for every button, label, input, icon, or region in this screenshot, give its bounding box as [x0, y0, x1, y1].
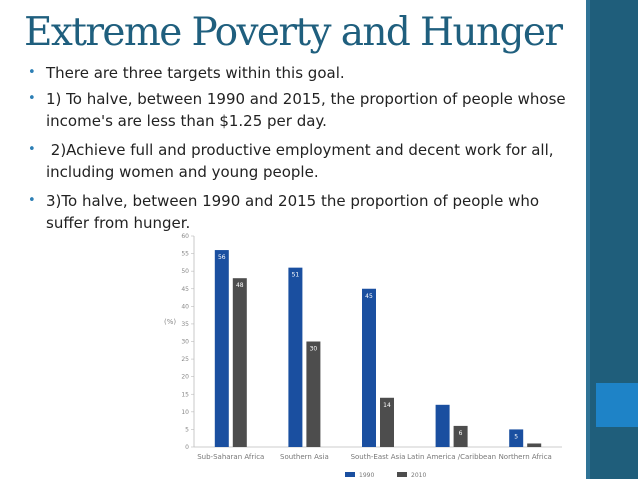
bullet-text: 2)Achieve full and productive employment…	[46, 141, 559, 181]
y-tick-label: 55	[181, 251, 189, 258]
bullet-list: • There are three targets within this go…	[26, 62, 586, 241]
bar-2010-latin-america-caribbean	[453, 425, 468, 447]
x-tick-label: Sub-Saharan Africa	[197, 453, 264, 461]
bar-2010-southern-asia	[306, 341, 321, 447]
y-tick-label: 10	[181, 409, 189, 416]
bar-value-label: 45	[365, 293, 373, 300]
y-tick-label: 60	[181, 233, 189, 240]
y-tick-label: 15	[181, 391, 189, 398]
bullet-text: There are three targets within this goal…	[46, 64, 345, 82]
side-bar-edge	[586, 0, 590, 479]
x-tick-label: South-East Asia	[351, 453, 406, 461]
x-tick-label: Latin America /Caribbean	[407, 453, 496, 461]
bar-1990-latin-america-caribbean	[435, 404, 450, 447]
y-tick-label: 50	[181, 268, 189, 275]
bar-value-label: 51	[292, 272, 300, 279]
bullet-text: 3)To halve, between 1990 and 2015 the pr…	[46, 192, 540, 232]
bar-2010-northern-africa	[527, 443, 542, 447]
legend-swatch-1990	[345, 472, 355, 477]
bar-value-label: 30	[310, 346, 318, 353]
bullet-item: • 2)Achieve full and productive employme…	[26, 139, 586, 183]
side-bar-accent	[596, 383, 638, 427]
y-tick-label: 20	[181, 374, 189, 381]
y-tick-label: 0	[185, 444, 189, 451]
bar-1990-south-east-asia	[362, 288, 376, 447]
bar-chart: 0 5 10 15 20 25 30 35 40 45 50 55 60 (%) 56 48 Sub-Sahar…	[150, 228, 570, 479]
legend-label: 2010	[411, 472, 426, 479]
bar-value-label: 56	[218, 254, 226, 261]
y-tick-label: 25	[181, 356, 189, 363]
bar-value-label: 48	[236, 282, 244, 289]
y-tick-label: 40	[181, 303, 189, 310]
bullet-dot-icon: •	[28, 91, 36, 106]
bullet-item: • 1) To halve, between 1990 and 2015, th…	[26, 88, 586, 132]
chart-svg: 051015202530354045505560(%)5648Sub-Sahar…	[164, 233, 562, 479]
y-axis-label: (%)	[164, 318, 176, 326]
bar-1990-southern-asia	[288, 267, 303, 447]
bar-1990-northern-africa	[509, 429, 524, 447]
bar-1990-sub-saharan-africa	[214, 250, 229, 447]
x-tick-label: Southern Asia	[280, 453, 329, 461]
bar-value-label: 6	[459, 430, 463, 437]
x-tick-label: Northern Africa	[499, 453, 552, 461]
y-tick-label: 30	[181, 339, 189, 346]
bullet-item: • 3)To halve, between 1990 and 2015 the …	[26, 190, 586, 234]
bullet-dot-icon: •	[28, 65, 36, 80]
y-tick-label: 5	[185, 426, 189, 433]
y-tick-label: 45	[181, 286, 189, 293]
bar-value-label: 5	[514, 433, 518, 440]
bar-value-label: 14	[383, 402, 391, 409]
slide-title: Extreme Poverty and Hunger	[24, 10, 563, 55]
bullet-dot-icon: •	[28, 193, 36, 208]
legend-label: 1990	[359, 472, 374, 479]
bullet-dot-icon: •	[28, 142, 36, 157]
bullet-item: • There are three targets within this go…	[26, 62, 586, 84]
legend-swatch-2010	[397, 472, 407, 477]
bullet-text: 1) To halve, between 1990 and 2015, the …	[46, 90, 566, 130]
bar-2010-sub-saharan-africa	[232, 278, 247, 447]
bar-2010-south-east-asia	[380, 397, 394, 447]
y-tick-label: 35	[181, 321, 189, 328]
